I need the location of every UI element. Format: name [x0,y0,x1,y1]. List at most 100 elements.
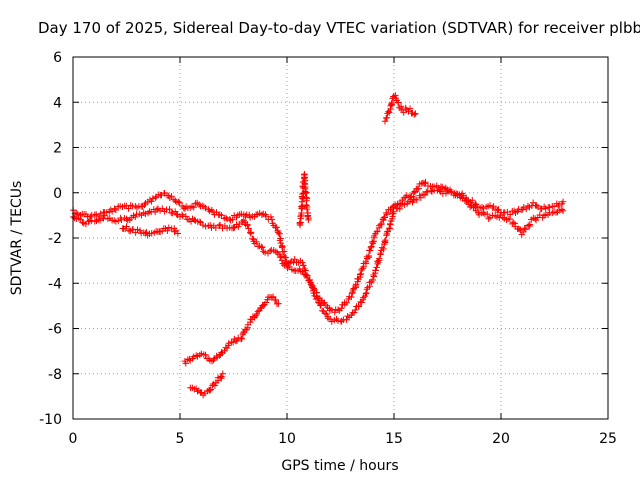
data-point [550,203,558,210]
data-point [144,209,152,217]
data-point [218,212,225,219]
data-point [277,239,285,247]
data-point [490,203,497,210]
data-point [382,236,389,244]
data-point [169,209,176,217]
data-point [466,203,474,211]
y-tick-label: -8 [48,367,62,383]
series-track-main-upper [70,179,567,316]
data-point [533,202,540,209]
data-point [275,300,282,307]
data-point [373,264,380,271]
data-point [276,230,283,237]
data-point [229,216,236,223]
data-point [421,180,428,187]
data-point [378,244,386,251]
grid [73,57,608,419]
data-point [101,212,108,219]
data-point [510,219,517,226]
data-point [278,257,286,264]
data-point [196,351,203,359]
x-tick-label: 15 [385,431,403,447]
data-point [269,293,277,300]
chart-title: Day 170 of 2025, Sidereal Day-to-day VTE… [38,19,640,37]
data-point [374,228,381,235]
data-point [87,213,94,220]
data-point [272,296,280,304]
data-points [70,92,567,399]
data-point [73,209,81,217]
data-point [182,360,189,367]
data-point [202,204,209,212]
data-point [172,197,179,205]
data-point [212,224,220,232]
data-point [334,306,342,313]
data-point [386,109,393,116]
data-point [93,211,100,218]
data-point [284,264,291,272]
data-point [515,225,523,233]
data-point [79,219,86,226]
data-point [187,218,195,225]
data-point [522,226,529,233]
x-tick-label: 0 [69,431,78,447]
data-point [202,351,209,359]
data-point [254,308,262,315]
data-point [198,389,205,396]
data-point [174,230,182,237]
data-point [168,193,175,200]
y-tick-label: -10 [39,412,62,428]
data-point [216,374,224,381]
axis-ticks: 0 5 10 15 20 25 -10 -8 -6 -4 -2 0 2 4 6 [39,50,617,447]
data-point [191,216,198,224]
data-point [210,356,217,364]
data-point [395,99,402,106]
data-point [302,271,310,278]
data-point [343,299,350,306]
data-point [123,215,130,223]
data-point [366,247,374,254]
data-point [378,220,385,228]
data-point [242,212,249,220]
data-point [531,215,539,222]
data-point [194,388,201,395]
data-point [369,238,376,246]
data-point [274,229,282,236]
series-track-spike [296,170,312,229]
data-point [367,244,375,251]
data-point [165,224,173,231]
data-point [506,215,514,223]
data-point [279,243,286,250]
data-point [152,194,159,201]
data-point [338,305,345,312]
data-point [383,211,391,218]
data-point [235,334,242,342]
series-track-short-morning [119,223,182,239]
data-point [182,213,190,220]
data-point [297,213,304,220]
data-point [296,219,304,226]
data-point [558,206,566,213]
data-point [125,205,132,212]
data-point [396,205,403,213]
data-point [463,197,471,205]
data-point [166,205,173,213]
data-point [164,227,171,234]
data-point [303,205,311,213]
data-point [268,294,275,301]
data-point [475,211,483,218]
data-point [176,199,183,206]
data-point [238,335,246,342]
data-point [140,229,147,236]
data-point [412,110,419,117]
data-point [423,188,430,196]
data-point [406,105,414,112]
y-tick-label: 6 [53,50,62,66]
data-point [259,302,267,310]
data-point [306,278,314,286]
data-point [494,206,501,214]
data-point [259,244,266,251]
series-track-main-lower [70,187,567,325]
data-point [408,193,415,200]
data-point [153,206,161,213]
